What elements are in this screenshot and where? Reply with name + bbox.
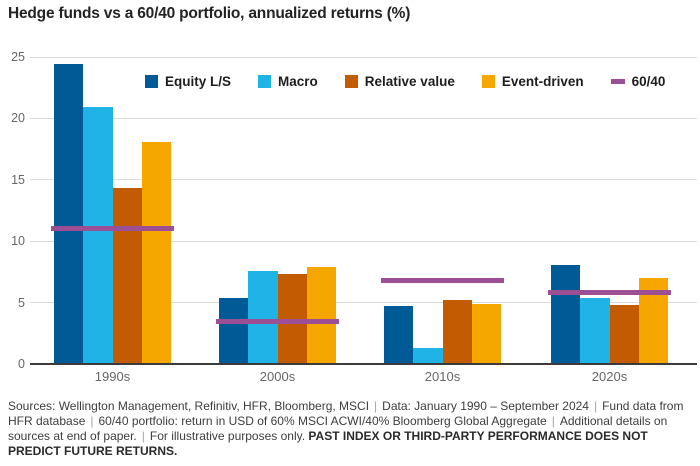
bar-group-2020s bbox=[548, 57, 671, 364]
footer-bold-disclaimer: PAST INDEX OR THIRD-PARTY PERFORMANCE DO… bbox=[8, 429, 648, 458]
legend-item-60-40: 60/40 bbox=[610, 74, 666, 89]
y-tick-label-10: 10 bbox=[11, 234, 25, 249]
footer-segment: Data: January 1990 – September 2024 bbox=[382, 399, 589, 413]
y-tick-label-25: 25 bbox=[11, 50, 25, 64]
bar-relative-value-2020s bbox=[609, 305, 639, 364]
legend: Equity L/S Macro Relative value Event-drive… bbox=[145, 74, 665, 89]
legend-item-macro: Macro bbox=[258, 74, 318, 89]
x-category-label-2000s: 2000s bbox=[259, 369, 296, 384]
bar-macro-2010s bbox=[413, 348, 443, 364]
legend-label: Event-driven bbox=[501, 74, 584, 89]
bar-relative-value-2010s bbox=[442, 300, 472, 364]
legend-square-icon-equity-l-s bbox=[145, 75, 158, 88]
gridline-10 bbox=[30, 240, 697, 242]
legend-square-icon-macro bbox=[258, 75, 272, 88]
chart-title: Hedge funds vs a 60/40 portfolio, annual… bbox=[8, 5, 411, 22]
sixty-forty-line-2010s bbox=[381, 278, 504, 283]
footer-separator: | bbox=[141, 429, 145, 443]
plot-area bbox=[30, 56, 697, 364]
footer-segment: Fund data from HFR database bbox=[8, 399, 684, 428]
y-tick-label-0: 0 bbox=[18, 357, 25, 371]
bar-event-driven-2000s bbox=[306, 267, 336, 364]
bar-relative-value-1990s bbox=[112, 188, 142, 364]
legend-dash-icon-60-40 bbox=[610, 79, 625, 84]
bar-equity-l-s-2020s bbox=[551, 264, 581, 364]
bar-macro-1990s bbox=[83, 107, 113, 364]
bar-equity-l-s-1990s bbox=[54, 64, 84, 364]
legend-item-relative-value: Relative value bbox=[344, 74, 455, 89]
legend-label: Equity L/S bbox=[165, 74, 232, 89]
legend-label: Macro bbox=[278, 74, 318, 89]
legend-item-equity-l-s: Equity L/S bbox=[145, 74, 231, 89]
gridline-25 bbox=[30, 56, 697, 58]
gridline-15 bbox=[30, 179, 697, 181]
gridline-5 bbox=[30, 302, 697, 304]
footer-segment: 60/40 portfolio: return in USD of 60% MS… bbox=[98, 414, 547, 428]
x-axis-line bbox=[30, 362, 697, 365]
y-tick-label-15: 15 bbox=[11, 172, 25, 187]
footer-segment: Sources: Wellington Management, Refiniti… bbox=[8, 399, 370, 413]
footer-separator: | bbox=[90, 414, 94, 428]
footer-separator: | bbox=[374, 399, 378, 413]
footer-segment: Additional details on sources at end of … bbox=[8, 414, 668, 443]
footer-separator: | bbox=[593, 399, 598, 413]
sixty-forty-line-2000s bbox=[216, 318, 339, 324]
sixty-forty-line-2020s bbox=[548, 290, 671, 296]
y-tick-label-5: 5 bbox=[18, 295, 25, 310]
bar-equity-l-s-2010s bbox=[384, 306, 414, 364]
y-tick-label-20: 20 bbox=[11, 111, 25, 126]
footer-text: Sources: Wellington Management, Refiniti… bbox=[8, 399, 696, 459]
bar-equity-l-s-2000s bbox=[219, 297, 249, 364]
sixty-forty-line-1990s bbox=[51, 226, 174, 232]
bar-event-driven-1990s bbox=[141, 141, 171, 364]
x-category-label-1990s: 1990s bbox=[94, 369, 131, 384]
bar-group-2010s bbox=[381, 57, 504, 364]
legend-item-event-driven: Event-driven bbox=[481, 74, 584, 89]
footer-separator: | bbox=[551, 414, 555, 428]
legend-label: 60/40 bbox=[631, 74, 666, 89]
gridline-20 bbox=[30, 117, 697, 119]
bar-macro-2000s bbox=[248, 270, 278, 364]
bar-macro-2020s bbox=[580, 297, 610, 364]
x-category-label-2020s: 2020s bbox=[591, 369, 628, 384]
bar-event-driven-2010s bbox=[471, 303, 501, 364]
bar-group-1990s bbox=[51, 57, 174, 364]
x-category-label-2010s: 2010s bbox=[424, 369, 461, 384]
legend-square-icon-relative-value bbox=[344, 75, 358, 88]
footer-segment: For illustrative purposes only. bbox=[149, 429, 306, 443]
legend-label: Relative value bbox=[364, 74, 455, 89]
bar-group-2000s bbox=[216, 57, 339, 364]
legend-square-icon-event-driven bbox=[481, 75, 495, 88]
